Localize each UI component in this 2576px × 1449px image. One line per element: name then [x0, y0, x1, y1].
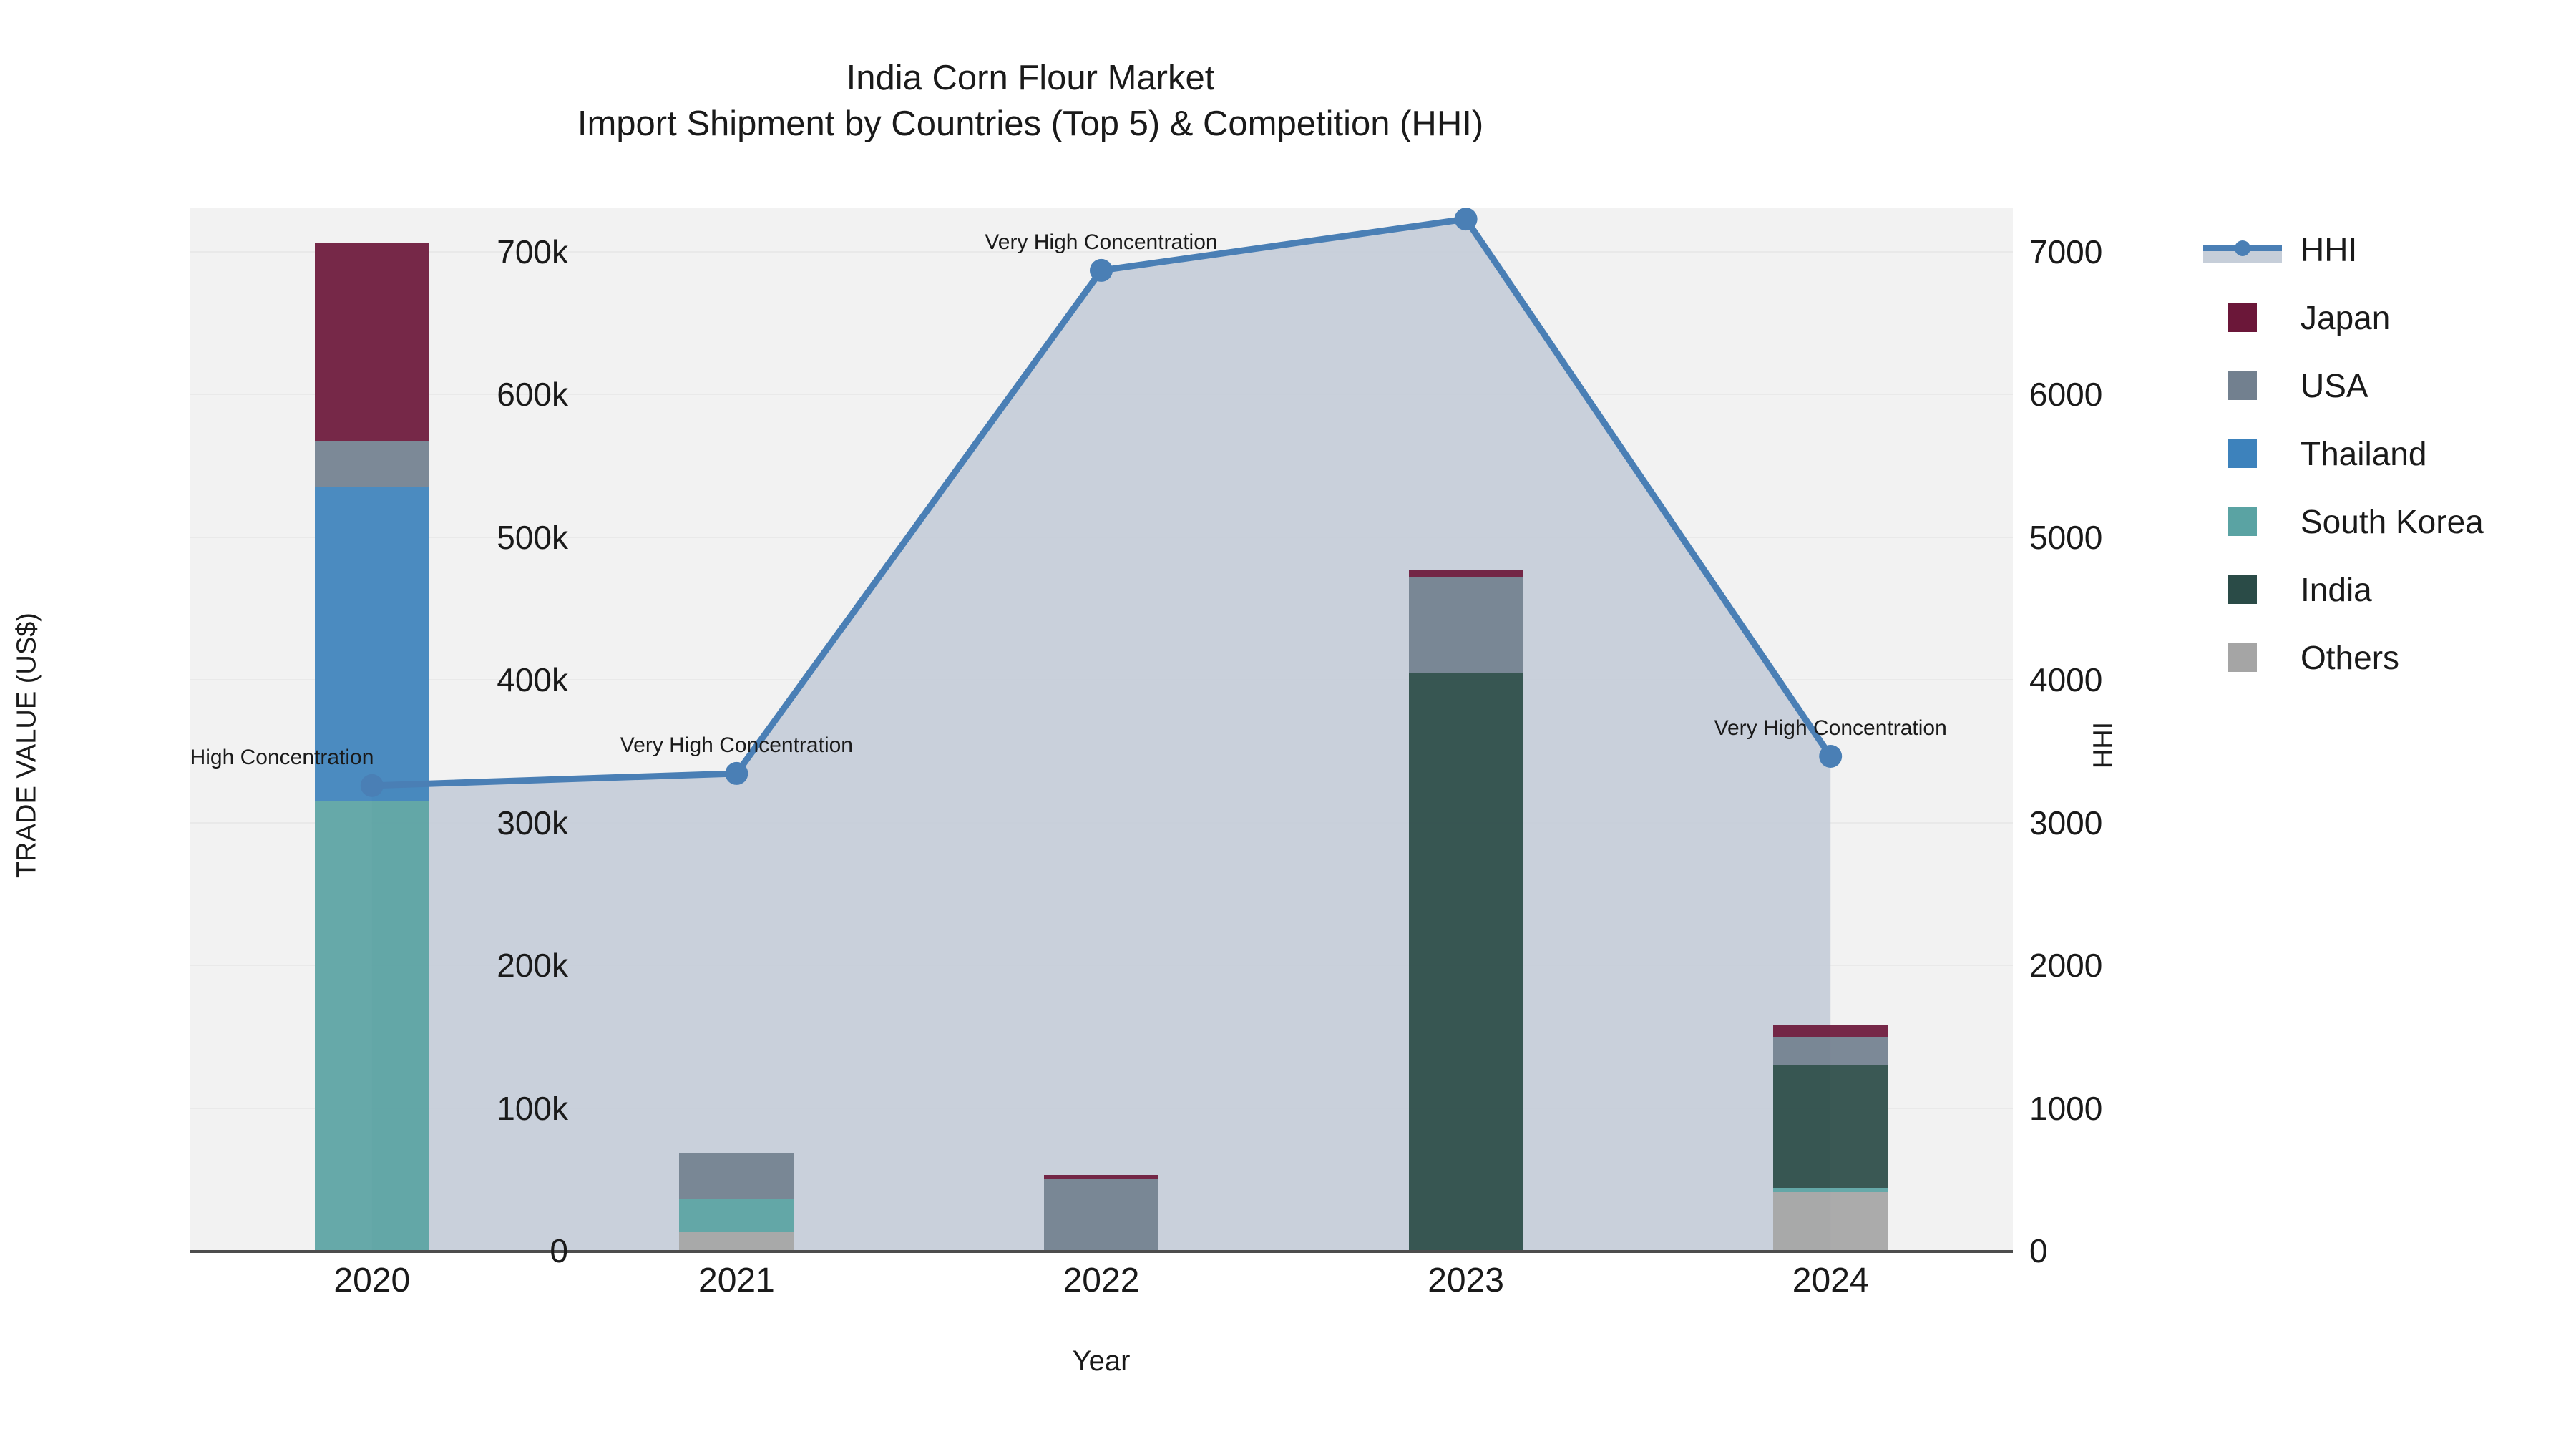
legend-marker [2200, 439, 2285, 468]
legend-marker [2200, 507, 2285, 536]
bar-group-2021[interactable] [679, 252, 794, 1251]
y-tick-left-700k: 700k [497, 233, 568, 270]
bar-segment-2023-usa[interactable] [1408, 577, 1523, 673]
legend-item-hhi[interactable]: HHI [2200, 231, 2484, 268]
hhi-point-2022[interactable] [1090, 258, 1113, 282]
hhi-point-2024[interactable] [1819, 744, 1843, 768]
legend-marker [2200, 303, 2285, 332]
legend-item-india[interactable]: India [2200, 571, 2484, 608]
bar-segment-2022-usa[interactable] [1044, 1179, 1158, 1251]
y-tick-left-500k: 500k [497, 518, 568, 556]
chart-title-line-2: Import Shipment by Countries (Top 5) & C… [577, 104, 1484, 143]
bar-segment-2024-japan[interactable] [1773, 1025, 1888, 1037]
bar-group-2022[interactable] [1044, 252, 1158, 1251]
hhi-annotation-2021: Very High Concentration [620, 733, 853, 757]
legend-swatch-icon [2228, 303, 2257, 332]
hhi-annotation-2020: Very High Concentration [190, 745, 374, 769]
hhi-annotation-2024: Very High Concentration [1714, 716, 1947, 740]
bar-segment-2020-south-korea[interactable] [314, 801, 429, 1251]
x-tick-2020: 2020 [333, 1262, 411, 1299]
legend-marker [2200, 575, 2285, 604]
bar-segment-2022-japan[interactable] [1044, 1175, 1158, 1180]
legend-swatch-icon [2228, 439, 2257, 468]
legend-item-thailand[interactable]: Thailand [2200, 435, 2484, 472]
y-tick-left-200k: 200k [497, 947, 568, 985]
bar-group-2023[interactable] [1408, 252, 1523, 1251]
hhi-point-2021[interactable] [725, 761, 748, 785]
y-axis-right-title: HHI [2088, 721, 2119, 769]
y-tick-left-300k: 300k [497, 804, 568, 841]
x-tick-2023: 2023 [1428, 1262, 1504, 1299]
legend-line-marker-icon [2203, 240, 2282, 263]
legend-item-others[interactable]: Others [2200, 639, 2484, 676]
bar-segment-2024-others[interactable] [1773, 1192, 1888, 1251]
hhi-annotation-2022: Very High Concentration [985, 230, 1218, 254]
y-tick-left-600k: 600k [497, 376, 568, 414]
legend-label: HHI [2301, 231, 2358, 268]
legend-label: Others [2301, 639, 2400, 676]
chart-title-line-1: India Corn Flour Market [846, 59, 1215, 97]
legend-label: USA [2301, 367, 2368, 404]
legend: HHI Japan USA Thailand South Korea India Other… [2200, 231, 2484, 676]
bar-group-2024[interactable] [1773, 252, 1888, 1251]
bar-segment-2024-usa[interactable] [1773, 1036, 1888, 1065]
bar-segment-2024-south-korea[interactable] [1773, 1188, 1888, 1193]
y-tick-right-6000: 6000 [2029, 376, 2103, 414]
bar-segment-2021-south-korea[interactable] [679, 1199, 794, 1233]
x-axis-title: Year [1072, 1345, 1131, 1377]
gridline [190, 251, 2013, 253]
bar-segment-2021-usa[interactable] [679, 1153, 794, 1200]
legend-item-japan[interactable]: Japan [2200, 299, 2484, 336]
legend-label: India [2301, 571, 2372, 608]
y-tick-right-2000: 2000 [2029, 947, 2103, 985]
y-tick-right-3000: 3000 [2029, 804, 2103, 841]
legend-marker [2200, 371, 2285, 400]
y-tick-right-0: 0 [2029, 1232, 2048, 1269]
y-tick-left-0: 0 [550, 1232, 568, 1269]
legend-swatch-icon [2228, 507, 2257, 536]
bar-group-2020[interactable] [314, 243, 429, 1251]
legend-item-south-korea[interactable]: South Korea [2200, 503, 2484, 540]
hhi-line-group [360, 208, 1843, 797]
legend-item-usa[interactable]: USA [2200, 367, 2484, 404]
legend-marker [2200, 233, 2285, 266]
bar-segment-2020-thailand[interactable] [314, 487, 429, 801]
y-tick-left-400k: 400k [497, 661, 568, 699]
chart-title: India Corn Flour Market Import Shipment … [0, 56, 2061, 147]
y-tick-right-4000: 4000 [2029, 661, 2103, 699]
legend-swatch-icon [2228, 371, 2257, 400]
bar-segment-2021-others[interactable] [679, 1232, 794, 1251]
legend-swatch-icon [2228, 575, 2257, 604]
bar-segment-2024-india[interactable] [1773, 1065, 1888, 1189]
plot-inner: Very High Concentration Very High Concent… [190, 208, 2013, 1252]
bar-segment-2020-usa[interactable] [314, 441, 429, 488]
hhi-line [369, 215, 1834, 789]
y-tick-right-1000: 1000 [2029, 1089, 2103, 1127]
y-axis-left-title: TRADE VALUE (US$) [11, 613, 42, 878]
bar-segment-2023-japan[interactable] [1408, 570, 1523, 577]
y-tick-left-100k: 100k [497, 1089, 568, 1127]
x-tick-2021: 2021 [698, 1262, 775, 1299]
hhi-point-2020[interactable] [360, 774, 384, 797]
x-tick-2024: 2024 [1792, 1262, 1869, 1299]
legend-label: Japan [2301, 299, 2391, 336]
x-axis-line [190, 1250, 2013, 1253]
legend-label: South Korea [2301, 503, 2484, 540]
y-tick-right-5000: 5000 [2029, 518, 2103, 556]
x-tick-2022: 2022 [1063, 1262, 1140, 1299]
legend-label: Thailand [2301, 435, 2427, 472]
hhi-point-2023[interactable] [1454, 208, 1478, 231]
legend-marker [2200, 643, 2285, 672]
plot-area: Very High Concentration Very High Concent… [190, 208, 2013, 1252]
y-tick-right-7000: 7000 [2029, 233, 2103, 270]
legend-swatch-icon [2228, 643, 2257, 672]
bar-segment-2023-india[interactable] [1408, 673, 1523, 1251]
bar-segment-2020-japan[interactable] [314, 243, 429, 442]
